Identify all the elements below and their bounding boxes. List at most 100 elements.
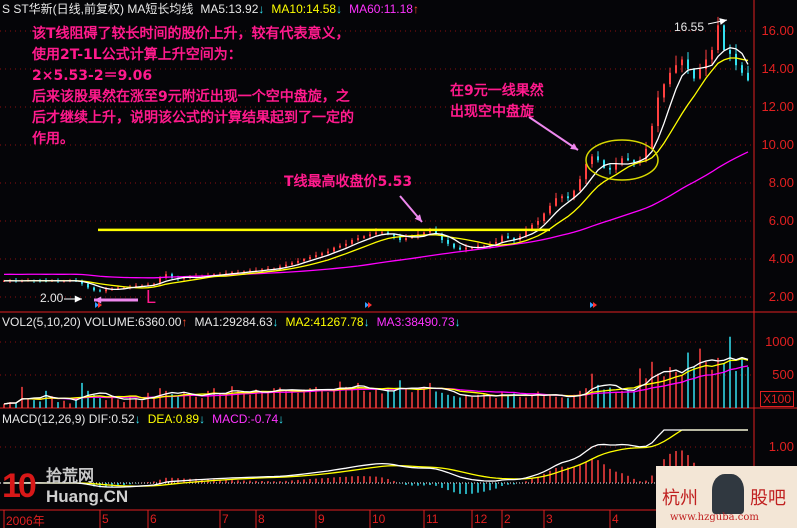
candle-body <box>135 285 137 287</box>
watermark-logo-cn: 拾荒网 <box>46 466 95 485</box>
volume-tick: 500 <box>772 367 794 382</box>
candle-body <box>675 65 677 73</box>
candle-body <box>711 50 713 60</box>
price-tick: 6.00 <box>768 213 794 228</box>
candle-body <box>699 69 701 79</box>
candle-body <box>447 240 449 244</box>
watermark-cn2: 股吧 <box>750 488 786 509</box>
vol-ma2: MA2:41267.78↓ <box>286 315 370 330</box>
candle-body <box>105 289 107 292</box>
volume-unit: X100 <box>759 391 794 407</box>
candle-body <box>183 278 185 279</box>
candle-body <box>297 260 299 263</box>
watermark-shihuang: 10 拾荒网 Huang.CN <box>2 466 142 508</box>
vol-ma3-label: MA3:38490.73 <box>376 315 455 329</box>
candle-body <box>3 280 5 282</box>
candle-body <box>465 247 467 250</box>
ma60-line <box>3 151 749 279</box>
candle-body <box>87 283 89 288</box>
date-tick: 10 <box>372 512 386 526</box>
macd-dea: DEA:0.89↓ <box>148 412 205 427</box>
candle-body <box>615 164 617 170</box>
candle-body <box>681 59 683 66</box>
candle-body <box>543 213 545 221</box>
arrow-up-icon: ↑ <box>412 2 419 16</box>
bull-logo-icon <box>712 474 744 514</box>
price-tick: 16.00 <box>761 23 794 38</box>
candle-body <box>93 287 95 291</box>
macd-value: MACD:-0.74↓ <box>212 412 284 427</box>
candle-body <box>381 232 383 234</box>
macd-value-label: MACD:-0.74 <box>212 412 279 426</box>
candle-body <box>525 230 527 237</box>
candle-body <box>441 234 443 240</box>
candle-body <box>225 273 227 275</box>
date-tick: 4 <box>612 512 619 526</box>
candle-body <box>267 268 269 270</box>
candle-body <box>369 234 371 237</box>
candle-body <box>123 287 125 289</box>
arrow-l-head <box>94 296 102 304</box>
ma10-value: MA10:14.58↓ <box>271 2 342 17</box>
candle-body <box>561 196 563 199</box>
marker-icon <box>590 302 594 308</box>
candle-body <box>291 262 293 265</box>
candle-body <box>729 50 731 54</box>
price-tick: 14.00 <box>761 61 794 76</box>
candle-body <box>243 271 245 273</box>
ma60-label: MA60:11.18 <box>349 2 413 16</box>
candle-body <box>501 236 503 242</box>
candle-body <box>423 232 425 235</box>
marker-icon <box>365 302 369 308</box>
candle-body <box>249 270 251 272</box>
watermark-cn1: 杭州 <box>662 488 698 509</box>
candle-body <box>633 160 635 163</box>
annotation-line: 后来该股果然在涨至9元附近出现一个空中盘旋，之 <box>32 89 350 105</box>
candle-body <box>507 236 509 239</box>
price-tick: 2.00 <box>768 289 794 304</box>
candle-body <box>723 25 725 50</box>
high-price-label: 16.55 <box>674 20 705 34</box>
macd-tick: 1.00 <box>768 439 794 454</box>
candle-body <box>579 179 581 191</box>
candle-body <box>471 247 473 249</box>
candle-body <box>549 205 551 214</box>
date-tick: 11 <box>426 512 439 526</box>
watermark-url: www.hzguba.com <box>670 512 759 523</box>
candle-body <box>669 72 671 85</box>
candle-body <box>153 283 155 285</box>
candle-body <box>597 156 599 161</box>
annotation-line: 在9元一线果然 <box>450 83 544 99</box>
candle-body <box>303 259 305 261</box>
candle-body <box>357 238 359 240</box>
volume-label: VOL2(5,10,20) VOLUME:6360.00 <box>2 315 182 329</box>
watermark-logo-en: Huang.CN <box>46 487 129 506</box>
candle-body <box>321 253 323 256</box>
candle-body <box>693 69 695 79</box>
vol-ma2-label: MA2:41267.78 <box>285 315 364 329</box>
candle-body <box>495 241 497 244</box>
date-tick: 7 <box>222 512 229 526</box>
arrow-high-head <box>719 18 727 25</box>
candle-body <box>567 196 569 199</box>
candle-body <box>399 236 401 240</box>
ma10-label: MA10:14.58 <box>271 2 337 16</box>
candle-body <box>627 158 629 161</box>
candle-body <box>645 148 647 161</box>
candle-body <box>315 255 317 258</box>
candle-body <box>435 230 437 235</box>
annotation-line: 2×5.53-2＝9.06 <box>32 68 153 84</box>
candle-body <box>327 251 329 254</box>
ma5-value: MA5:13.92↓ <box>200 2 264 17</box>
arrow-down-icon: ↓ <box>363 315 370 329</box>
candle-body <box>663 84 665 98</box>
candle-body <box>213 274 215 276</box>
vol-ma3: MA3:38490.73↓ <box>377 315 461 330</box>
candle-body <box>687 59 689 69</box>
ma5-label: MA5:13.92 <box>200 2 259 16</box>
candle-body <box>429 230 431 233</box>
marker-icon <box>95 302 99 308</box>
price-tick: 4.00 <box>768 251 794 266</box>
candle-body <box>345 243 347 246</box>
